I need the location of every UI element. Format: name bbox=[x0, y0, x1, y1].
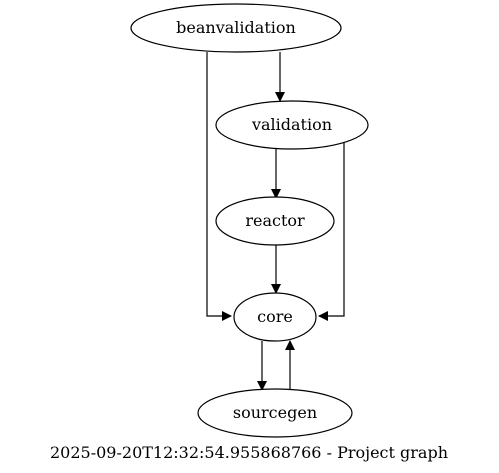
node-label-validation: validation bbox=[251, 115, 332, 134]
edge-beanvalidation-core bbox=[206, 52, 232, 321]
node-validation[interactable]: validation bbox=[215, 100, 369, 150]
node-label-reactor: reactor bbox=[245, 211, 305, 230]
node-core[interactable]: core bbox=[233, 292, 317, 342]
node-label-sourcegen: sourcegen bbox=[233, 403, 317, 422]
node-reactor[interactable]: reactor bbox=[215, 196, 335, 246]
edges bbox=[206, 52, 345, 391]
node-beanvalidation[interactable]: beanvalidation bbox=[130, 3, 342, 53]
node-sourcegen[interactable]: sourcegen bbox=[197, 388, 353, 438]
edge-validation-core bbox=[318, 143, 345, 321]
node-label-beanvalidation: beanvalidation bbox=[176, 18, 296, 37]
graph-caption: 2025-09-20T12:32:54.955868766 - Project … bbox=[50, 443, 448, 462]
node-label-core: core bbox=[257, 307, 293, 326]
